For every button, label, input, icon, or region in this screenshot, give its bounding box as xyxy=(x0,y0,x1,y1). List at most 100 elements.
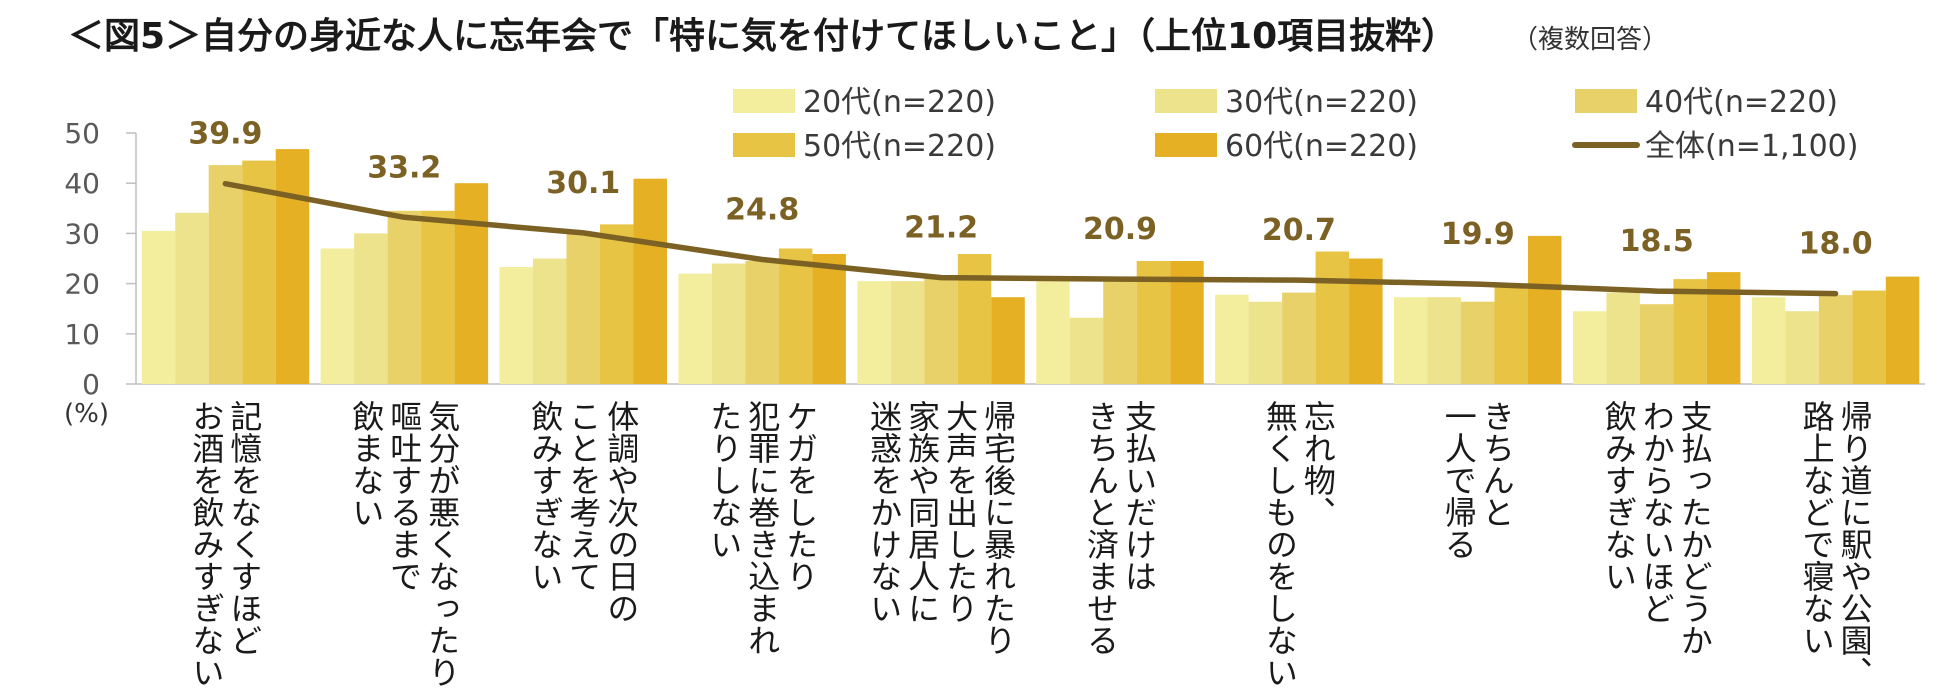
bar xyxy=(1785,311,1819,384)
y-tick-label: 0 xyxy=(82,368,100,401)
category-label: 忘れ物、 xyxy=(1299,400,1337,528)
category-label: 気分が悪くなったり xyxy=(423,400,461,688)
legend-swatch xyxy=(1155,133,1217,157)
unit-label: (%) xyxy=(64,399,109,429)
legend-label: 全体(n=1,100) xyxy=(1645,129,1858,164)
bar xyxy=(387,210,422,384)
bar xyxy=(1639,304,1674,384)
category-label: お酒を飲みすぎない xyxy=(187,400,225,688)
bar xyxy=(141,230,176,384)
category-label: 路上などで寝ない xyxy=(1798,400,1836,656)
category-label: 一人で帰る xyxy=(1440,400,1478,560)
category-label: ことを考えて xyxy=(564,400,602,592)
category-label: 体調や次の日の xyxy=(602,400,640,624)
bar xyxy=(1885,276,1920,384)
bar xyxy=(533,258,567,384)
bar xyxy=(1818,295,1853,384)
category-label: わからないほど xyxy=(1638,400,1676,624)
bars xyxy=(141,149,1920,384)
data-label: 39.9 xyxy=(188,117,262,152)
category-label: 飲みすぎない xyxy=(526,400,564,592)
legend-swatch xyxy=(1155,89,1217,113)
legend-label: 60代(n=220) xyxy=(1225,129,1418,164)
bar xyxy=(812,254,846,384)
category-label: 支払いだけは xyxy=(1120,400,1158,592)
bar xyxy=(1036,281,1070,384)
legend-swatch xyxy=(733,133,795,157)
category-label: たりしない xyxy=(705,400,743,560)
bar xyxy=(454,183,489,384)
category-label: 家族や同居人に xyxy=(903,400,941,624)
category-label: 嘔吐するまで xyxy=(385,400,423,592)
category-label: きちんと済ませる xyxy=(1082,400,1120,656)
data-label: 19.9 xyxy=(1441,217,1515,252)
bar xyxy=(1282,292,1316,384)
legend-swatch xyxy=(1575,89,1637,113)
category-label: 飲みすぎない xyxy=(1600,400,1638,592)
bar xyxy=(1528,235,1562,384)
bar xyxy=(320,248,355,384)
bar xyxy=(208,165,243,384)
y-tick-label: 40 xyxy=(64,167,100,200)
data-label: 33.2 xyxy=(367,150,441,185)
bar xyxy=(421,210,455,384)
bar xyxy=(1069,317,1104,384)
bar xyxy=(1349,258,1383,384)
bar xyxy=(1706,272,1741,384)
overall-line: 39.9 33.2 30.1 24.8 21.2 20.9 20.7 19.9 18.5 18.0 xyxy=(188,117,1873,297)
bar xyxy=(1751,297,1786,384)
bar xyxy=(678,273,712,384)
bar xyxy=(957,254,992,384)
bar xyxy=(1315,251,1350,384)
bar xyxy=(711,263,746,384)
bar xyxy=(1394,297,1428,384)
bar xyxy=(499,267,533,384)
category-label: 犯罪に巻き込まれ xyxy=(743,400,781,656)
bar xyxy=(1606,292,1640,384)
overall-series-line xyxy=(222,180,1839,297)
legend: 20代(n=220) 30代(n=220) 40代(n=220) 50代(n=220)… xyxy=(733,85,1858,164)
bar xyxy=(890,281,925,384)
data-label: 24.8 xyxy=(725,193,799,228)
category-label: 迷惑をかけない xyxy=(865,400,903,624)
data-label: 30.1 xyxy=(546,166,620,201)
legend-label: 40代(n=220) xyxy=(1645,85,1838,120)
bar xyxy=(745,261,779,384)
category-label: 大声を出したり xyxy=(941,400,979,624)
bar xyxy=(778,248,813,384)
category-label: きちんと xyxy=(1478,400,1516,528)
legend-label: 20代(n=220) xyxy=(803,85,996,120)
category-label: 帰宅後に暴れたり xyxy=(979,400,1017,656)
bar xyxy=(924,278,958,384)
y-tick-label: 20 xyxy=(64,268,100,301)
bar xyxy=(566,233,600,384)
bar xyxy=(1215,294,1249,384)
bar xyxy=(633,178,667,384)
y-tick-label: 10 xyxy=(64,318,100,351)
data-label: 20.7 xyxy=(1262,213,1336,248)
bar xyxy=(857,281,891,384)
bar xyxy=(1673,279,1707,384)
category-label: 支払ったかどうか xyxy=(1676,400,1714,656)
category-label: ケガをしたり xyxy=(781,400,819,592)
data-label: 18.0 xyxy=(1799,227,1873,262)
data-label: 18.5 xyxy=(1620,224,1694,259)
bar xyxy=(1248,301,1283,384)
category-label: 飲まない xyxy=(347,400,385,528)
legend-label: 50代(n=220) xyxy=(803,129,996,164)
chart-subtitle: （複数回答） xyxy=(1512,25,1668,55)
bar xyxy=(175,212,209,384)
category-label: 記憶をなくすほど xyxy=(225,400,263,656)
y-tick-label: 30 xyxy=(64,217,100,250)
bar xyxy=(275,149,310,384)
chart-title: ＜図5＞自分の身近な人に忘年会で「特に気を付けてほしいこと」（上位10項目抜粋） xyxy=(68,16,1457,57)
bar xyxy=(1427,297,1461,384)
data-label: 20.9 xyxy=(1083,212,1157,247)
category-label: 帰り道に駅や公園、 xyxy=(1836,400,1874,688)
legend-label: 30代(n=220) xyxy=(1225,85,1418,120)
data-label: 21.2 xyxy=(904,211,978,246)
legend-swatch xyxy=(733,89,795,113)
bar xyxy=(600,224,634,384)
